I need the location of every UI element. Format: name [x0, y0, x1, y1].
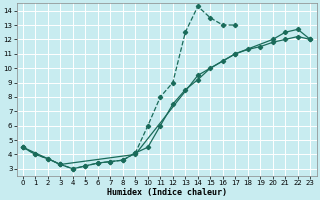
X-axis label: Humidex (Indice chaleur): Humidex (Indice chaleur): [107, 188, 227, 197]
